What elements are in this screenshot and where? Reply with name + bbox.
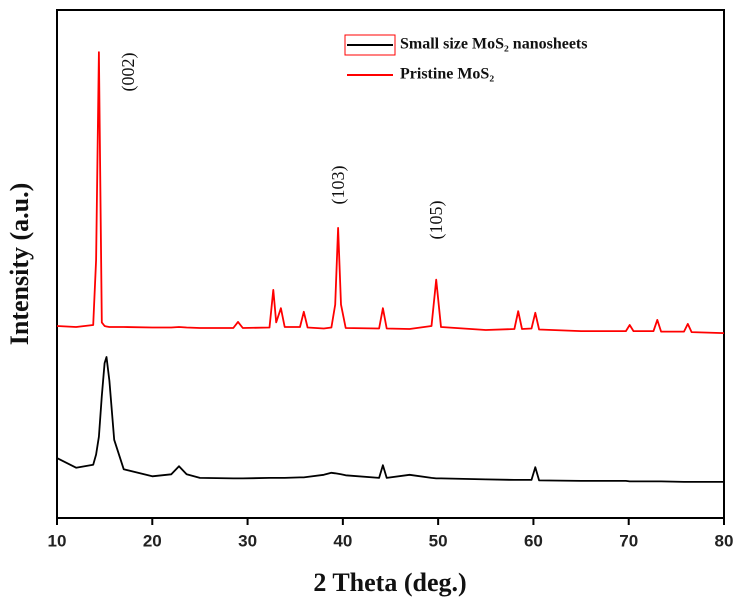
legend-label: Pristine MoS₂ bbox=[400, 66, 494, 83]
peak-annotation: (103) bbox=[328, 166, 349, 205]
x-tick-label: 80 bbox=[715, 531, 734, 550]
peak-annotation: (105) bbox=[426, 201, 447, 240]
data-line bbox=[56, 51, 725, 334]
x-tick-label: 40 bbox=[333, 531, 352, 550]
x-tick-label: 60 bbox=[524, 531, 543, 550]
peak-annotation: (002) bbox=[118, 53, 139, 92]
legend-frame bbox=[344, 34, 396, 56]
plot-frame bbox=[56, 9, 725, 519]
legend-label: Small size MoS₂ nanosheets bbox=[400, 36, 587, 53]
x-tick-label: 70 bbox=[619, 531, 638, 550]
x-tick-label: 50 bbox=[429, 531, 448, 550]
x-tick-label: 20 bbox=[143, 531, 162, 550]
x-axis-label: 2 Theta (deg.) bbox=[313, 568, 466, 597]
x-tick-label: 30 bbox=[238, 531, 257, 550]
y-axis-label: Intensity (a.u.) bbox=[5, 183, 34, 346]
data-line bbox=[56, 356, 724, 483]
x-tick-label: 10 bbox=[48, 531, 67, 550]
